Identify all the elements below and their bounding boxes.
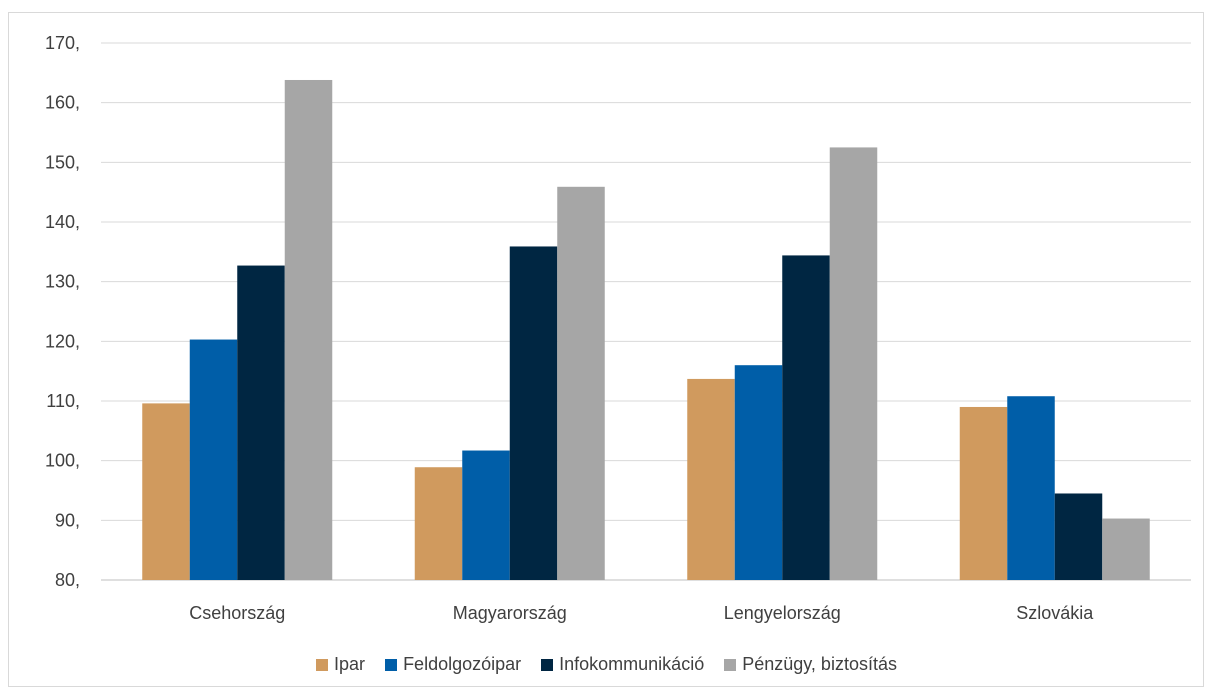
y-tick-label: 160,	[45, 93, 80, 113]
legend-swatch	[541, 658, 554, 671]
y-tick-label: 150,	[45, 152, 80, 172]
x-axis-categories: Csehország Magyarország Lengyelország Szlov…	[189, 603, 1094, 623]
bars	[142, 79, 1150, 581]
legend-label: Ipar	[334, 654, 366, 674]
bar-4-1	[284, 79, 333, 580]
bar-1-1	[142, 403, 190, 580]
bar-2-1	[189, 339, 238, 580]
legend-swatch	[385, 658, 398, 671]
legend-item: Pénzügy, biztosítás	[724, 654, 897, 675]
bar-4-4	[1102, 518, 1150, 580]
y-tick-label: 80,	[55, 570, 80, 590]
bar-2-2	[462, 450, 510, 580]
y-tick-label: 90,	[55, 510, 80, 530]
x-category-label: Csehország	[189, 603, 285, 623]
legend-item: Feldolgozóipar	[385, 654, 521, 675]
y-tick-label: 130,	[45, 272, 80, 292]
y-axis-ticks: 80, 90, 100, 110, 120, 130, 140, 150, 160, 170,	[45, 33, 80, 590]
bar-1-2	[414, 467, 463, 580]
legend-item: Infokommunikáció	[541, 654, 704, 675]
bar-3-3	[782, 255, 830, 580]
bar-3-4	[1054, 493, 1103, 580]
y-tick-label: 170,	[45, 33, 80, 53]
x-category-label: Szlovákia	[1016, 603, 1094, 623]
x-category-label: Magyarország	[453, 603, 567, 623]
legend-label: Feldolgozóipar	[403, 654, 522, 674]
y-tick-label: 120,	[45, 331, 80, 351]
legend-item: Ipar	[316, 654, 365, 675]
bar-4-3	[829, 147, 878, 580]
legend-swatch	[316, 658, 329, 671]
bar-3-1	[237, 265, 285, 580]
y-tick-label: 100,	[45, 451, 80, 471]
bar-4-2	[557, 186, 605, 580]
bar-1-3	[687, 378, 735, 580]
bar-2-3	[734, 365, 783, 580]
legend-label: Pénzügy, biztosítás	[742, 654, 897, 674]
y-tick-label: 140,	[45, 212, 80, 232]
bar-2-4	[1007, 396, 1055, 580]
legend-label: Infokommunikáció	[559, 654, 705, 674]
y-tick-label: 110,	[46, 391, 80, 411]
bar-3-2	[509, 246, 558, 581]
x-category-label: Lengyelország	[724, 603, 841, 623]
bar-1-4	[959, 406, 1008, 580]
legend-swatch	[724, 658, 737, 671]
legend: Ipar Feldolgozóipar Infokommunikáció Pénzüg…	[0, 654, 1213, 675]
